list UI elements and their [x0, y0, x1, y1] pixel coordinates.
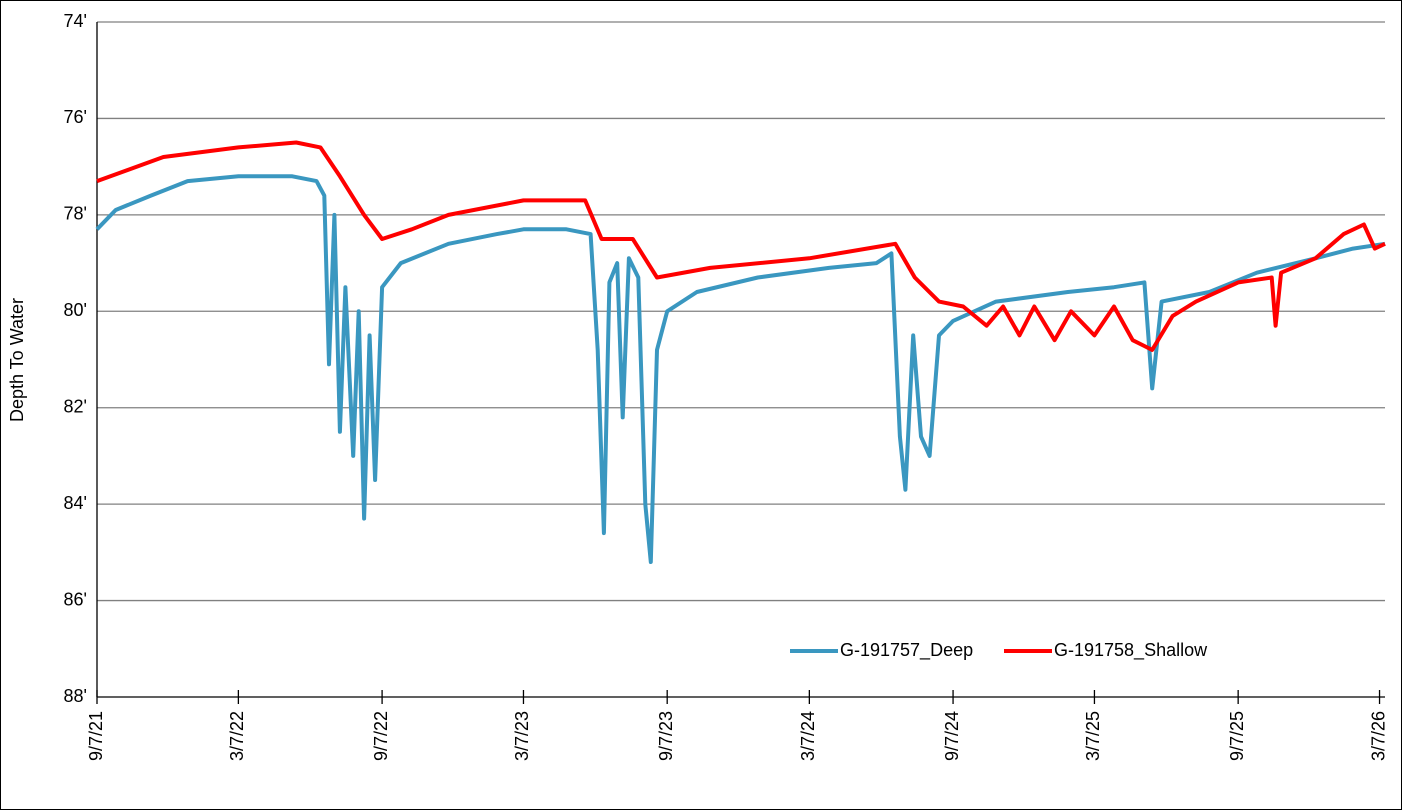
x-tick-label: 3/7/26: [1368, 711, 1388, 761]
x-tick-label: 3/7/25: [1083, 711, 1103, 761]
x-tick-label: 9/7/21: [86, 711, 106, 761]
y-tick-label: 76': [64, 107, 87, 127]
y-tick-label: 80': [64, 300, 87, 320]
y-tick-label: 74': [64, 11, 87, 31]
x-tick-label: 3/7/22: [227, 711, 247, 761]
x-tick-label: 9/7/25: [1227, 711, 1247, 761]
x-tick-label: 3/7/23: [512, 711, 532, 761]
x-tick-label: 3/7/24: [798, 711, 818, 761]
y-tick-label: 82': [64, 396, 87, 416]
y-axis-label: Depth To Water: [7, 298, 27, 422]
y-tick-label: 78': [64, 204, 87, 224]
legend-label: G-191758_Shallow: [1054, 640, 1208, 661]
data-line: [95, 174, 1386, 564]
x-tick-label: 9/7/24: [942, 711, 962, 761]
x-tick-label: 9/7/22: [371, 711, 391, 761]
y-tick-label: 88': [64, 686, 87, 706]
x-tick-label: 9/7/23: [656, 711, 676, 761]
legend-label: G-191757_Deep: [840, 640, 973, 661]
y-tick-label: 86': [64, 589, 87, 609]
y-tick-label: 84': [64, 493, 87, 513]
data-line: [96, 140, 1386, 352]
